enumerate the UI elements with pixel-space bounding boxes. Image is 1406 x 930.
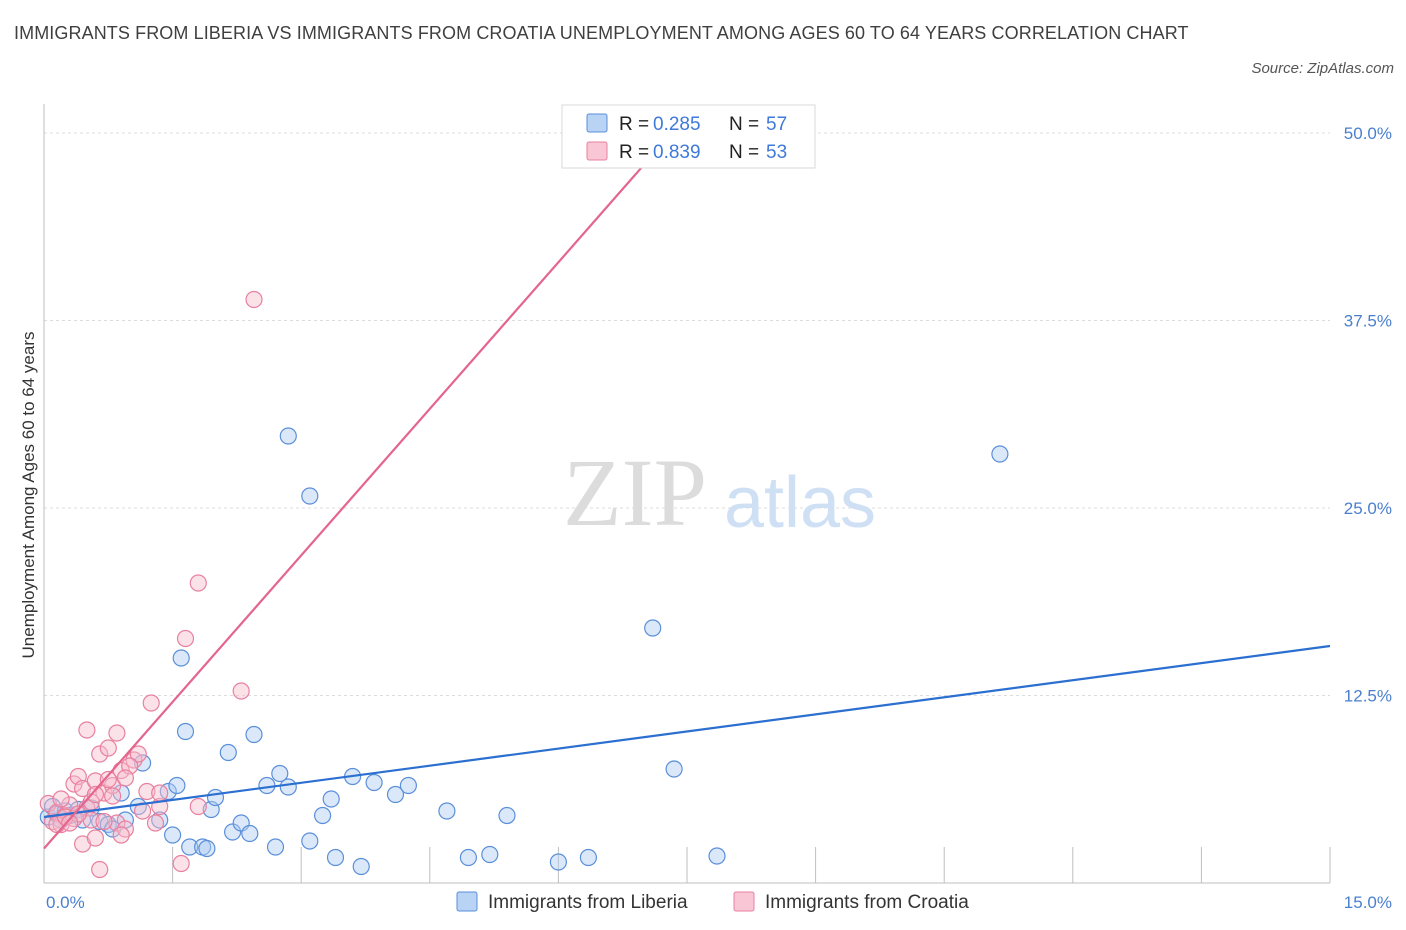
point-croatia-22 xyxy=(108,724,126,742)
points xyxy=(39,127,1009,879)
point-liberia-43 xyxy=(352,857,370,876)
point-liberia-39 xyxy=(314,806,332,825)
point-liberia-36 xyxy=(279,427,297,445)
point-croatia-48 xyxy=(86,785,105,804)
point-croatia-37 xyxy=(245,290,263,309)
legend-n-value-croatia: 53 xyxy=(766,142,787,163)
point-croatia-0 xyxy=(39,794,57,813)
trend-line-liberia xyxy=(43,644,1331,819)
bottom-legend-swatch-croatia xyxy=(733,891,755,912)
point-liberia-41 xyxy=(326,848,345,867)
point-liberia-52 xyxy=(579,848,598,867)
point-croatia-15 xyxy=(86,829,105,847)
point-liberia-48 xyxy=(459,848,477,867)
point-liberia-37 xyxy=(301,832,319,850)
legend-r-label-liberia: R = xyxy=(619,114,649,135)
point-liberia-56 xyxy=(991,445,1009,463)
point-liberia-22 xyxy=(181,838,199,856)
point-liberia-35 xyxy=(279,778,297,796)
point-croatia-49 xyxy=(99,770,117,789)
y-tick-label-0: 12.5% xyxy=(1344,687,1392,706)
point-liberia-40 xyxy=(322,790,340,808)
point-liberia-47 xyxy=(438,802,456,820)
point-croatia-46 xyxy=(52,790,70,808)
point-liberia-19 xyxy=(168,776,186,795)
point-liberia-45 xyxy=(386,785,405,804)
tick-labels: 12.5% 25.0% 37.5% 50.0% 0.0% 15.0% xyxy=(46,124,1392,912)
point-liberia-38 xyxy=(301,487,319,505)
point-liberia-26 xyxy=(206,788,225,807)
point-croatia-12 xyxy=(78,721,96,739)
watermark: ZIP atlas xyxy=(563,439,876,546)
point-croatia-19 xyxy=(99,739,117,757)
point-croatia-27 xyxy=(138,782,156,801)
point-croatia-43 xyxy=(103,787,122,805)
point-croatia-17 xyxy=(91,860,109,879)
point-croatia-50 xyxy=(116,769,135,787)
chart-title: IMMIGRANTS FROM LIBERIA VS IMMIGRANTS FR… xyxy=(14,23,1189,43)
point-liberia-51 xyxy=(549,853,568,871)
point-liberia-28 xyxy=(224,823,242,841)
series-legend: Immigrants from Liberia Immigrants from … xyxy=(456,891,969,913)
point-liberia-18 xyxy=(164,826,182,844)
point-liberia-30 xyxy=(241,824,259,843)
point-liberia-21 xyxy=(176,722,195,741)
bottom-legend-swatch-liberia xyxy=(456,891,478,912)
point-liberia-46 xyxy=(399,776,417,795)
point-liberia-44 xyxy=(365,773,383,792)
point-croatia-32 xyxy=(172,854,190,873)
y-tick-label-1: 25.0% xyxy=(1344,499,1392,518)
point-liberia-49 xyxy=(481,845,499,864)
legend-r-value-liberia: 0.285 xyxy=(653,114,701,135)
point-liberia-50 xyxy=(498,806,516,825)
legend-r-label-croatia: R = xyxy=(619,142,649,163)
legend-swatch-liberia xyxy=(586,113,608,133)
point-croatia-44 xyxy=(112,826,130,844)
point-liberia-24 xyxy=(198,839,216,858)
point-liberia-20 xyxy=(172,649,190,667)
point-liberia-53 xyxy=(644,619,662,637)
legend-n-label-liberia: N = xyxy=(729,114,759,135)
source-label: Source: ZipAtlas.com xyxy=(1251,60,1394,77)
legend-r-value-croatia: 0.839 xyxy=(653,142,701,163)
point-liberia-32 xyxy=(258,776,276,795)
axes xyxy=(43,104,1331,884)
point-liberia-34 xyxy=(271,764,289,783)
grid xyxy=(44,132,1330,696)
point-croatia-16 xyxy=(91,745,109,763)
legend-n-value-liberia: 57 xyxy=(766,114,787,135)
point-liberia-54 xyxy=(665,760,683,778)
point-croatia-47 xyxy=(61,814,79,832)
legend-n-label-croatia: N = xyxy=(729,142,759,163)
point-croatia-33 xyxy=(176,629,195,648)
correlation-legend: R = 0.285 N = 57 R = 0.839 N = 53 xyxy=(561,104,816,169)
point-liberia-31 xyxy=(245,725,263,744)
y-tick-label-2: 37.5% xyxy=(1344,312,1392,331)
point-croatia-36 xyxy=(232,682,250,700)
x-tick-label-min: 0.0% xyxy=(46,893,85,912)
point-liberia-27 xyxy=(219,743,237,762)
bottom-legend-label-liberia: Immigrants from Liberia xyxy=(488,892,688,913)
x-tick-label-max: 15.0% xyxy=(1344,893,1392,912)
point-croatia-31 xyxy=(151,784,169,802)
bottom-legend-label-croatia: Immigrants from Croatia xyxy=(765,892,969,913)
point-croatia-34 xyxy=(189,574,207,592)
point-croatia-42 xyxy=(95,812,113,831)
point-liberia-55 xyxy=(708,847,726,865)
trend-lines xyxy=(43,124,1331,850)
watermark-atlas: atlas xyxy=(724,463,876,543)
point-croatia-29 xyxy=(146,814,165,832)
y-axis-label: Unemployment Among Ages 60 to 64 years xyxy=(19,332,38,659)
point-liberia-33 xyxy=(266,838,285,856)
y-tick-label-3: 50.0% xyxy=(1344,124,1392,143)
point-croatia-35 xyxy=(189,797,207,816)
legend-swatch-croatia xyxy=(586,141,608,161)
trend-line-croatia xyxy=(43,124,680,850)
watermark-zip: ZIP xyxy=(563,439,707,546)
point-croatia-26 xyxy=(129,745,147,763)
point-croatia-28 xyxy=(142,694,160,712)
